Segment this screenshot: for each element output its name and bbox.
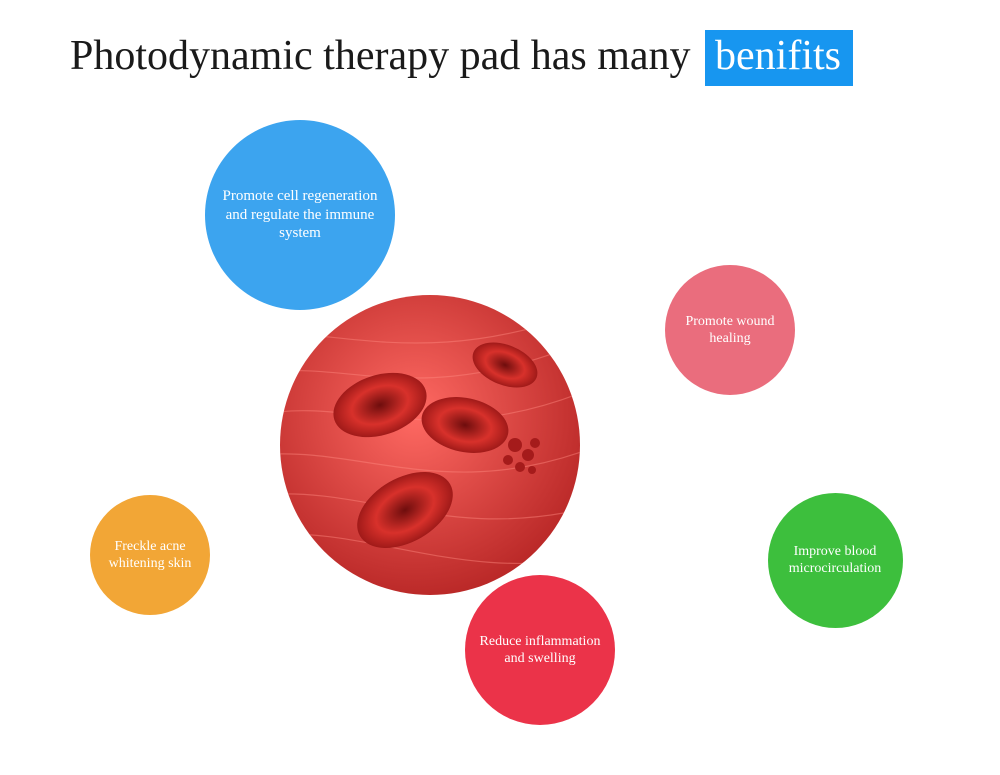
blood-cells-icon — [280, 295, 580, 595]
center-image — [280, 295, 580, 595]
infographic-canvas: Photodynamic therapy pad has many benifi… — [0, 0, 1000, 775]
bubble-label: Reduce inflammation and swelling — [475, 633, 605, 668]
bubble-cell-regen: Promote cell regeneration and regulate t… — [205, 120, 395, 310]
title-prefix: Photodynamic therapy pad has many — [70, 33, 691, 79]
bubble-label: Freckle acne whitening skin — [100, 538, 200, 573]
bubble-label: Improve blood microcirculation — [778, 543, 893, 578]
bubble-freckle-acne: Freckle acne whitening skin — [90, 495, 210, 615]
bubble-label: Promote wound healing — [675, 313, 785, 348]
page-title: Photodynamic therapy pad has many benifi… — [70, 30, 853, 86]
bubble-inflammation: Reduce inflammation and swelling — [465, 575, 615, 725]
bubble-label: Promote cell regeneration and regulate t… — [215, 187, 385, 243]
bubble-microcirculation: Improve blood microcirculation — [768, 493, 903, 628]
bubble-wound-healing: Promote wound healing — [665, 265, 795, 395]
title-highlight: benifits — [705, 30, 853, 86]
